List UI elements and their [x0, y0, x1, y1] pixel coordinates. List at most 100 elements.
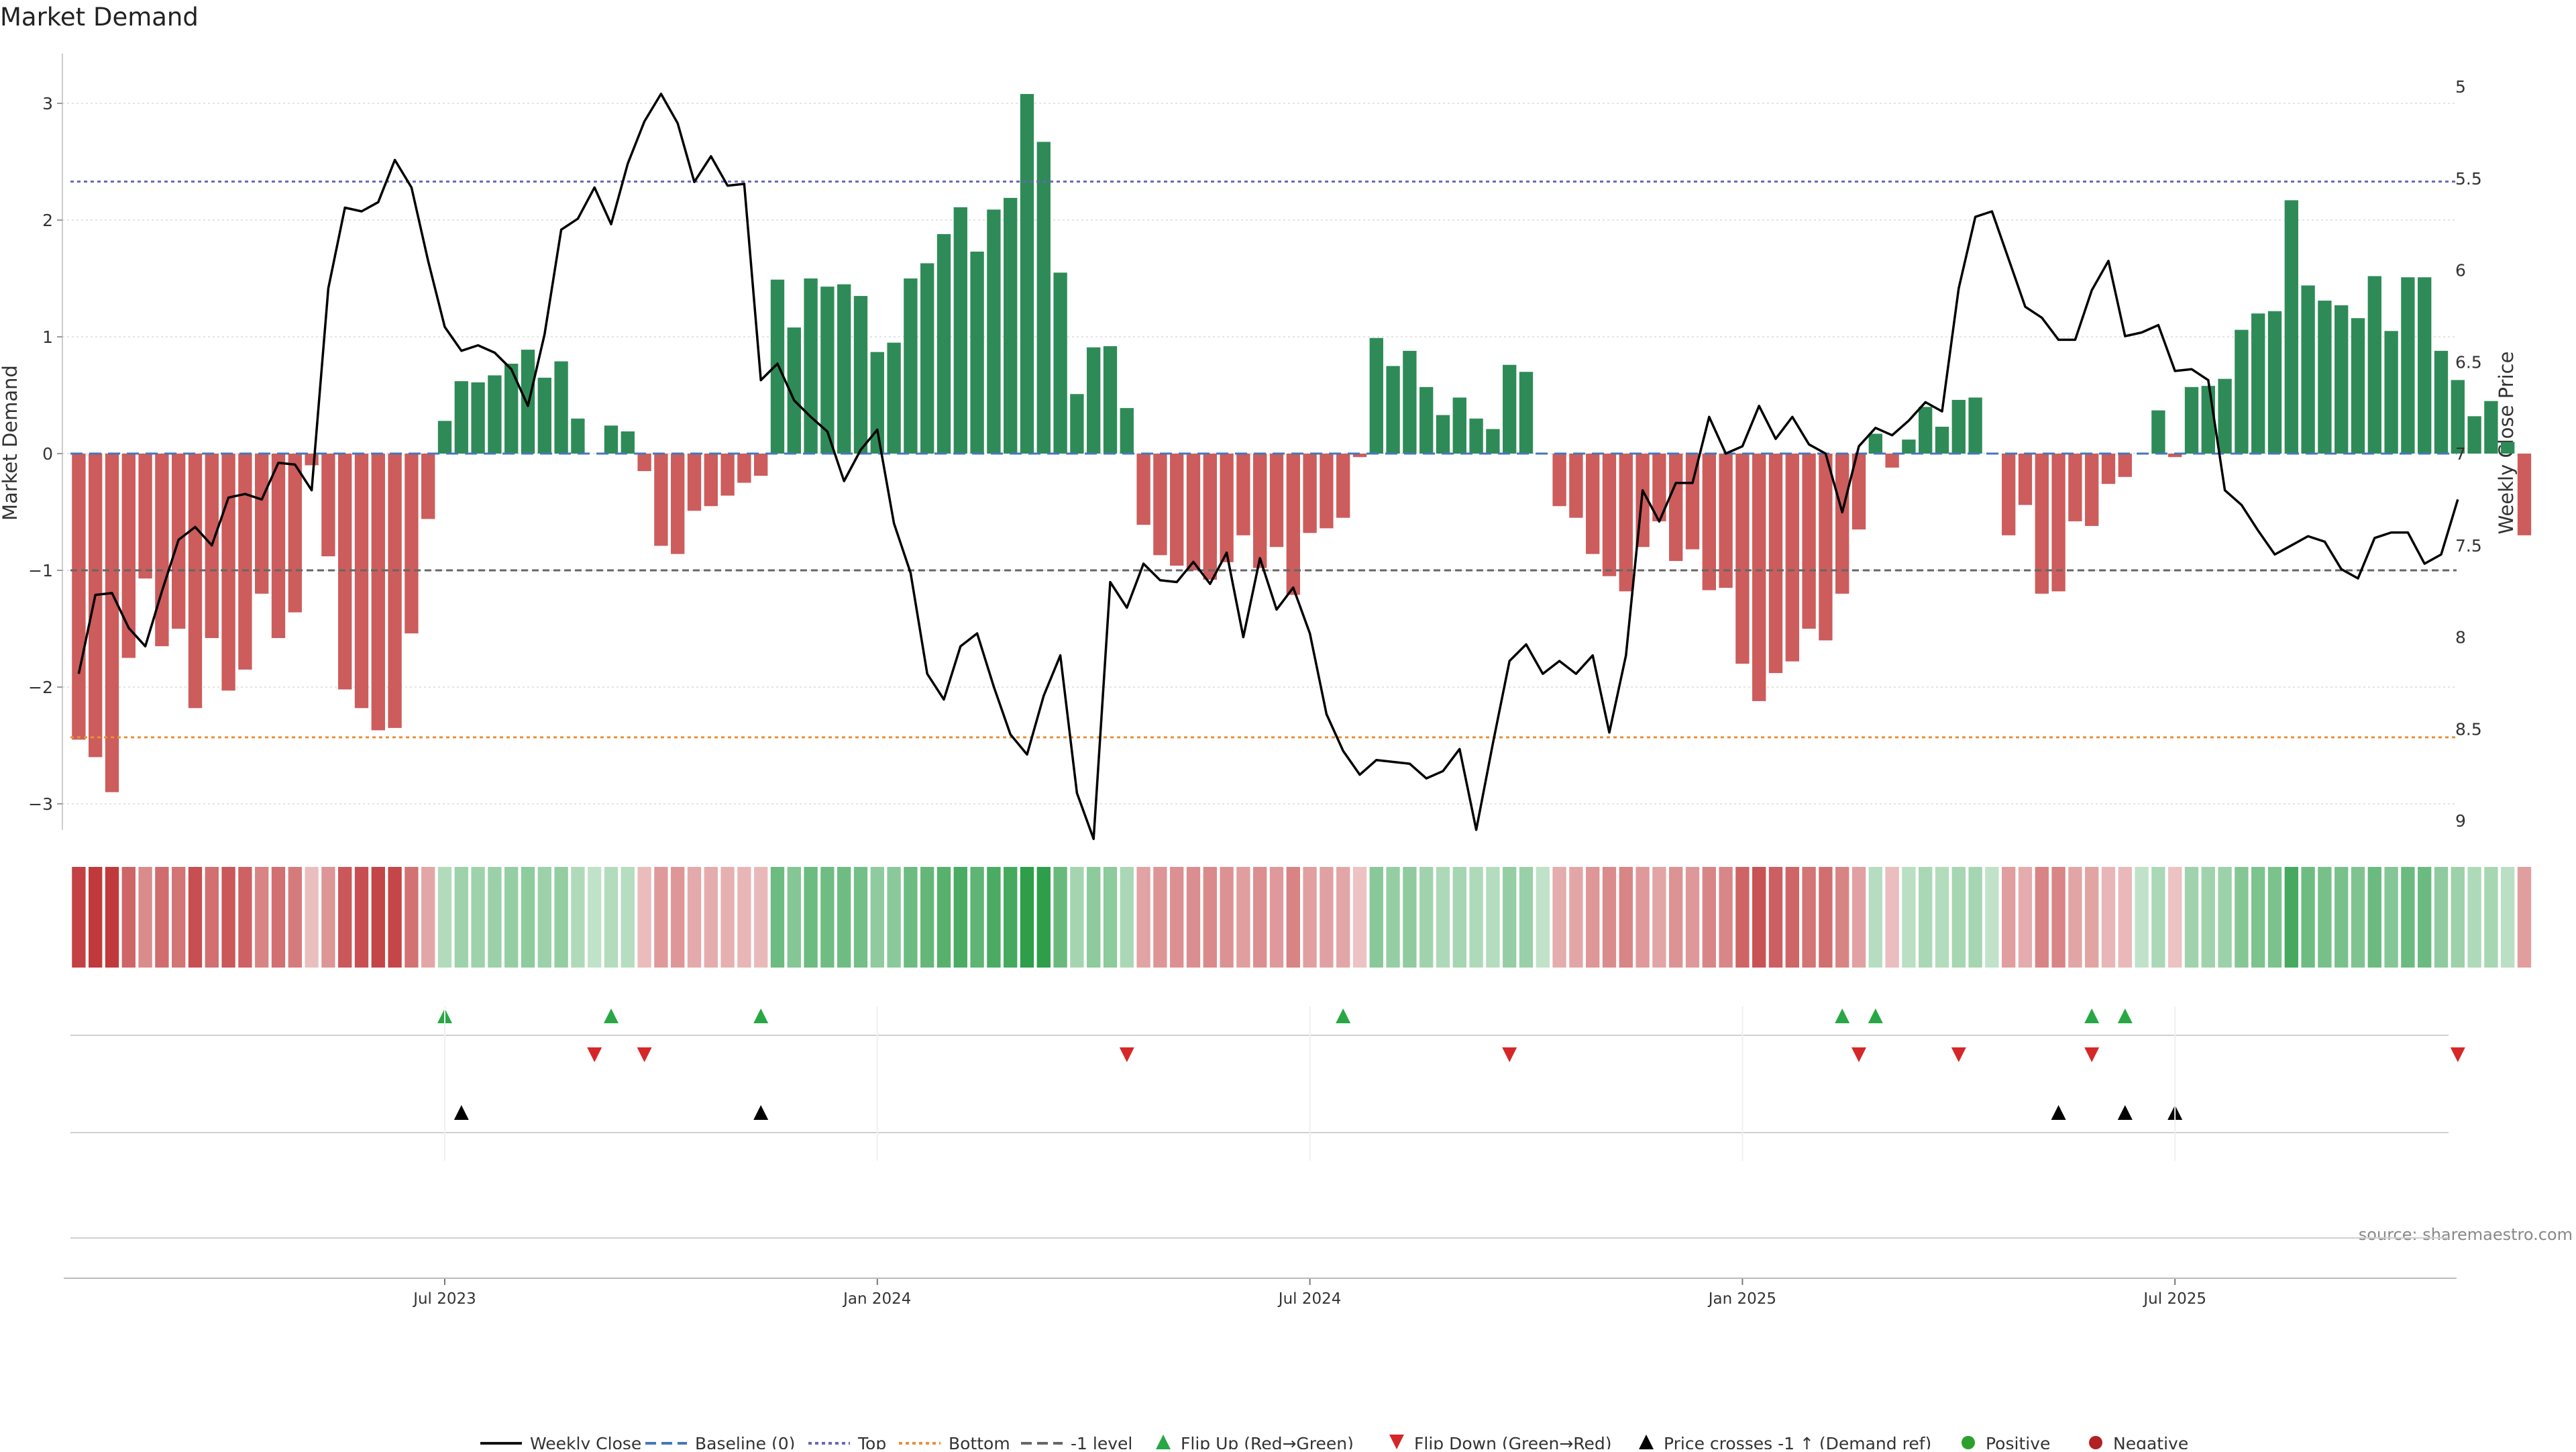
demand-bar: [604, 425, 619, 454]
demand-bar: [2484, 401, 2498, 454]
y-tick-label-right: 7.5: [2455, 536, 2482, 556]
legend-label: Baseline (0): [695, 1434, 795, 1449]
demand-bar: [1619, 454, 1633, 592]
legend-swatch: [1156, 1435, 1171, 1449]
demand-bar: [1685, 454, 1700, 550]
heat-cell: [1951, 867, 1966, 968]
demand-bar: [271, 454, 286, 638]
demand-bar: [2451, 380, 2465, 454]
demand-bar: [754, 454, 768, 476]
demand-bar: [1103, 346, 1118, 454]
heat-cell: [1702, 867, 1716, 968]
y-tick-label-right: 6.5: [2455, 352, 2482, 372]
heat-cell: [2168, 867, 2182, 968]
demand-bar: [953, 207, 967, 454]
y-tick-label-right: 7: [2455, 444, 2466, 464]
demand-bar: [1735, 454, 1750, 664]
demand-bar: [820, 287, 835, 454]
demand-bar: [787, 327, 801, 454]
legend: Weekly Close Baseline (0) Top Bottom -1 leve…: [480, 1434, 2188, 1452]
demand-bar: [2218, 378, 2232, 454]
heat-cell: [637, 867, 651, 968]
heat-cell: [2235, 867, 2249, 968]
heat-cell: [188, 867, 203, 968]
y-tick-label-left: 0: [42, 444, 53, 464]
heat-cell: [737, 867, 751, 968]
price-cross-marker: [2051, 1105, 2066, 1120]
heat-cell: [2201, 867, 2215, 968]
demand-bar: [804, 278, 818, 454]
heat-cell: [2351, 867, 2365, 968]
demand-bar: [471, 382, 485, 454]
heat-cell: [1303, 867, 1317, 968]
flip-markers: [70, 1008, 2465, 1062]
heat-cell: [354, 867, 369, 968]
y-ticks: 3 2 1 0 −1 −2 −3 9 8.5 8 7.5 7 6.5 6 5.5 5: [28, 77, 2482, 831]
demand-bar: [2517, 454, 2532, 535]
demand-bar: [1436, 415, 1450, 454]
heat-cell: [1768, 867, 1783, 968]
demand-bar: [2018, 454, 2033, 505]
y-tick-label-right: 5.5: [2455, 169, 2482, 189]
demand-bar: [1519, 372, 1534, 454]
grid: [62, 54, 2457, 830]
heat-cell: [887, 867, 901, 968]
demand-bar: [1868, 433, 1882, 454]
heat-cell: [488, 867, 502, 968]
demand-bar: [2002, 454, 2016, 535]
heat-cell: [1719, 867, 1733, 968]
heat-cell: [770, 867, 785, 968]
y-tick-label-left: 3: [42, 94, 53, 113]
heat-cell: [2267, 867, 2282, 968]
demand-bar: [1336, 454, 1350, 518]
heat-cell: [1968, 867, 1982, 968]
heat-cell: [554, 867, 568, 968]
heat-cell: [1685, 867, 1700, 968]
heat-cell: [2367, 867, 2381, 968]
heat-cell: [2051, 867, 2065, 968]
x-tick-label: Jan 2025: [1707, 1290, 1776, 1308]
heat-cell: [1835, 867, 1849, 968]
heat-cell: [1403, 867, 1417, 968]
heat-cell: [1004, 867, 1018, 968]
heat-cell: [2401, 867, 2415, 968]
demand-bar: [354, 454, 369, 709]
demand-bar: [2351, 318, 2365, 454]
heat-cell: [155, 867, 169, 968]
demand-bar: [488, 375, 502, 454]
flip-down-marker: [587, 1047, 602, 1062]
heat-cell: [1635, 867, 1650, 968]
heat-cell: [321, 867, 335, 968]
heat-cell: [1652, 867, 1666, 968]
demand-bar: [338, 454, 352, 690]
demand-bar: [1153, 454, 1167, 556]
demand-bar: [704, 454, 718, 507]
heat-cell: [671, 867, 685, 968]
demand-bar: [2467, 416, 2481, 454]
demand-bar: [1669, 454, 1683, 562]
heat-cell: [1669, 867, 1683, 968]
demand-bar: [1120, 408, 1134, 454]
heat-cell: [305, 867, 319, 968]
heat-cell: [89, 867, 103, 968]
flip-up-marker: [1868, 1008, 1883, 1023]
demand-bar: [637, 454, 651, 472]
demand-bar: [2334, 305, 2349, 454]
demand-bar: [1286, 454, 1300, 595]
heat-cell: [1735, 867, 1750, 968]
heat-cell: [1569, 867, 1583, 968]
demand-bar: [1220, 454, 1234, 562]
heat-cell: [421, 867, 435, 968]
demand-bar: [1320, 454, 1334, 529]
demand-bar: [504, 364, 519, 454]
heat-cell: [1153, 867, 1167, 968]
demand-bars: [72, 94, 2532, 792]
demand-bar: [305, 454, 319, 466]
demand-bar: [1569, 454, 1583, 518]
y-tick-label-left: −3: [28, 794, 53, 814]
heat-cell: [537, 867, 551, 968]
heat-cell: [2218, 867, 2232, 968]
heat-cell: [2284, 867, 2298, 968]
legend-label: Price crosses -1 ↑ (Demand ref): [1664, 1434, 1931, 1449]
